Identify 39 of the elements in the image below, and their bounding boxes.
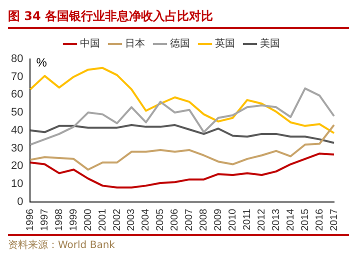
y-tick-label: 70	[10, 70, 24, 83]
x-tick-label: 2006	[170, 208, 181, 232]
y-tick-label: 60	[10, 88, 24, 101]
legend-label: 中国	[80, 38, 100, 50]
x-tick-label: 2009	[213, 208, 224, 232]
x-tick-label: 2003	[126, 208, 138, 232]
x-tick-label: 1998	[54, 208, 65, 232]
x-tick-label: 2013	[270, 208, 282, 232]
y-tick-label: 80	[10, 53, 24, 66]
chart-title: 图 34 各国银行业非息净收入占比对比	[8, 8, 349, 29]
x-tick-label: 2000	[82, 208, 94, 232]
x-tick-label: 2011	[242, 208, 253, 230]
y-tick-label: 10	[10, 178, 24, 190]
x-tick-label: 2012	[256, 208, 268, 232]
x-tick-label: 1996	[24, 208, 36, 232]
x-tick-label: 2005	[155, 208, 166, 232]
y-tick-label: 20	[10, 160, 24, 172]
y-tick-label: 50	[10, 106, 24, 119]
x-tick-label: 2014	[285, 208, 296, 232]
y-tick-label: 40	[10, 124, 24, 136]
x-tick-label: 1997	[39, 208, 50, 232]
y-tick-label: 0	[17, 196, 24, 208]
legend-label: 美国	[260, 38, 280, 50]
x-tick-label: 2016	[314, 208, 326, 232]
legend-label: 日本	[125, 38, 145, 50]
x-tick-label: 2007	[184, 208, 196, 232]
x-tick-label: 2008	[198, 208, 210, 232]
x-tick-label: 2004	[140, 208, 152, 232]
x-tick-label: 2010	[227, 208, 238, 232]
y-axis-title: %	[36, 55, 48, 70]
text: 资料来源：World Bank	[8, 238, 116, 252]
x-tick-label: 1999	[68, 208, 80, 232]
legend-label: 英国	[215, 38, 235, 50]
y-tick-label: 30	[10, 142, 24, 154]
legend-label: 德国	[170, 38, 190, 50]
x-tick-label: 2017	[328, 208, 340, 232]
x-tick-label: 2001	[97, 208, 108, 232]
x-tick-label: 2015	[300, 208, 311, 232]
x-tick-label: 2002	[112, 208, 123, 232]
